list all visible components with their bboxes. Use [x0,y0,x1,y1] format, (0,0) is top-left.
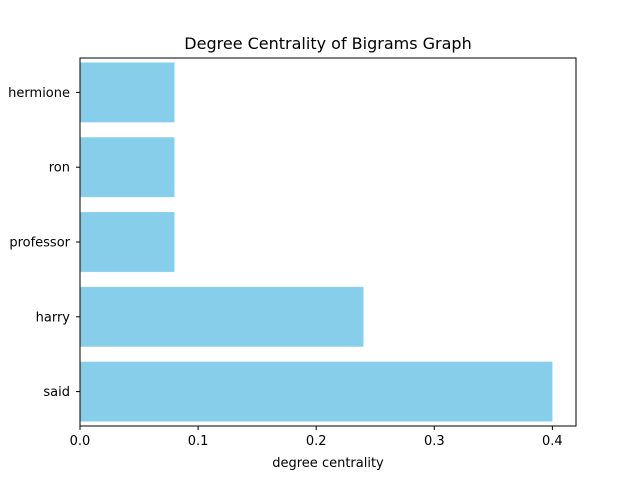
x-tick-label: 0.3 [424,434,445,449]
bar-ron [80,137,175,198]
bar-said [80,361,553,422]
x-tick-label: 0.4 [542,434,563,449]
y-tick-label: ron [49,161,70,176]
bars-group [80,62,553,422]
x-axis-label: degree centrality [272,456,384,471]
x-tick-label: 0.0 [70,434,91,449]
x-axis-ticks: 0.0 0.1 0.2 0.3 0.4 [70,426,563,449]
y-tick-label: said [43,385,70,400]
bar-harry [80,286,364,347]
y-tick-label: harry [36,310,71,325]
x-tick-label: 0.2 [306,434,327,449]
y-tick-label: hermione [8,86,70,101]
bar-hermione [80,62,175,123]
y-axis-ticks: said harry professor ron hermione [8,86,80,400]
x-tick-label: 0.1 [188,434,209,449]
chart-title: Degree Centrality of Bigrams Graph [184,34,471,53]
bar-professor [80,212,175,272]
y-tick-label: professor [9,236,70,251]
